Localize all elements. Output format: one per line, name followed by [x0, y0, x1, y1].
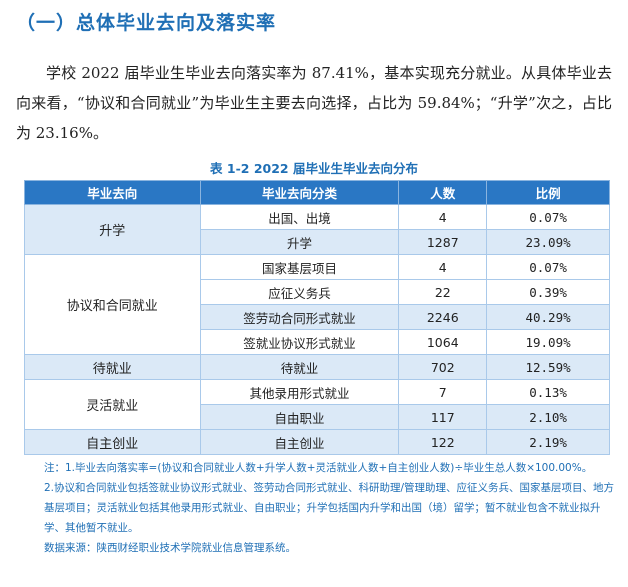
- summary-paragraph: 学校 2022 届毕业生毕业去向落实率为 87.41%，基本实现充分就业。从具体…: [16, 64, 612, 142]
- count-cell: 117: [398, 404, 488, 430]
- table-row: 自主创业 自主创业 122 2.19%: [24, 429, 610, 455]
- percent-cell: 2.19%: [486, 429, 610, 455]
- count-cell: 122: [398, 429, 488, 455]
- percent-cell: 0.39%: [486, 279, 610, 305]
- subcategory-cell: 国家基层项目: [199, 254, 400, 280]
- column-header: 毕业去向分类: [199, 180, 400, 205]
- percent-cell: 0.07%: [486, 254, 610, 280]
- count-cell: 4: [398, 254, 488, 280]
- group-label: 灵活就业: [24, 379, 201, 430]
- column-header: 毕业去向: [24, 180, 201, 205]
- percent-cell: 0.07%: [486, 204, 610, 230]
- percent-cell: 40.29%: [486, 304, 610, 330]
- table-row: 升学 出国、出境 4 0.07%: [24, 204, 610, 255]
- table-row: 协议和合同就业 国家基层项目 4 0.07%: [24, 254, 610, 355]
- table-row: 升学 1287 23.09%: [25, 229, 610, 255]
- table-row: 签劳动合同形式就业 2246 40.29%: [25, 304, 610, 330]
- subcategory-cell: 待就业: [199, 354, 400, 380]
- subcategory-cell: 应征义务兵: [199, 279, 400, 305]
- subcategory-cell: 签就业协议形式就业: [199, 329, 400, 355]
- table-row: 待就业 待就业 702 12.59%: [24, 354, 610, 380]
- note-definitions: 2.协议和合同就业包括签就业协议形式就业、签劳动合同形式就业、科研助理/管理助理…: [44, 482, 615, 534]
- group-label: 协议和合同就业: [24, 254, 201, 355]
- destination-table: 毕业去向 毕业去向分类 人数 比例 升学 出国、出境 4 0.07% 升学 12…: [24, 180, 610, 455]
- group-label: 升学: [24, 204, 201, 255]
- percent-cell: 2.10%: [486, 404, 610, 430]
- subcategory-cell: 出国、出境: [199, 204, 400, 230]
- count-cell: 4: [398, 204, 488, 230]
- percent-cell: 0.13%: [486, 379, 610, 405]
- count-cell: 7: [398, 379, 488, 405]
- count-cell: 22: [398, 279, 488, 305]
- table-caption: 表 1-2 2022 届毕业生毕业去向分布: [210, 161, 418, 176]
- subcategory-cell: 其他录用形式就业: [199, 379, 400, 405]
- percent-cell: 19.09%: [486, 329, 610, 355]
- table-notes: 注：1.毕业去向落实率=(协议和合同就业人数+升学人数+灵活就业人数+自主创业人…: [20, 458, 616, 558]
- count-cell: 2246: [398, 304, 488, 330]
- percent-cell: 12.59%: [486, 354, 610, 380]
- table-row: 签就业协议形式就业 1064 19.09%: [25, 329, 610, 355]
- group-label: 待就业: [24, 354, 201, 380]
- table-row: 应征义务兵 22 0.39%: [25, 279, 610, 305]
- count-cell: 1064: [398, 329, 488, 355]
- subcategory-cell: 自主创业: [199, 429, 400, 455]
- percent-cell: 23.09%: [486, 229, 610, 255]
- table-header-row: 毕业去向 毕业去向分类 人数 比例: [24, 180, 610, 205]
- section-heading: （一）总体毕业去向及落实率: [16, 12, 277, 34]
- count-cell: 702: [398, 354, 488, 380]
- note-formula: 注：1.毕业去向落实率=(协议和合同就业人数+升学人数+灵活就业人数+自主创业人…: [44, 462, 593, 474]
- group-label: 自主创业: [24, 429, 201, 455]
- table-row: 自由职业 117 2.10%: [25, 404, 610, 430]
- subcategory-cell: 签劳动合同形式就业: [199, 304, 400, 330]
- table-row: 灵活就业 其他录用形式就业 7 0.13%: [24, 379, 610, 430]
- data-source: 数据来源：陕西财经职业技术学院就业信息管理系统。: [44, 542, 296, 554]
- column-header: 人数: [398, 180, 488, 205]
- subcategory-cell: 升学: [199, 229, 400, 255]
- column-header: 比例: [486, 180, 610, 205]
- count-cell: 1287: [398, 229, 488, 255]
- subcategory-cell: 自由职业: [199, 404, 400, 430]
